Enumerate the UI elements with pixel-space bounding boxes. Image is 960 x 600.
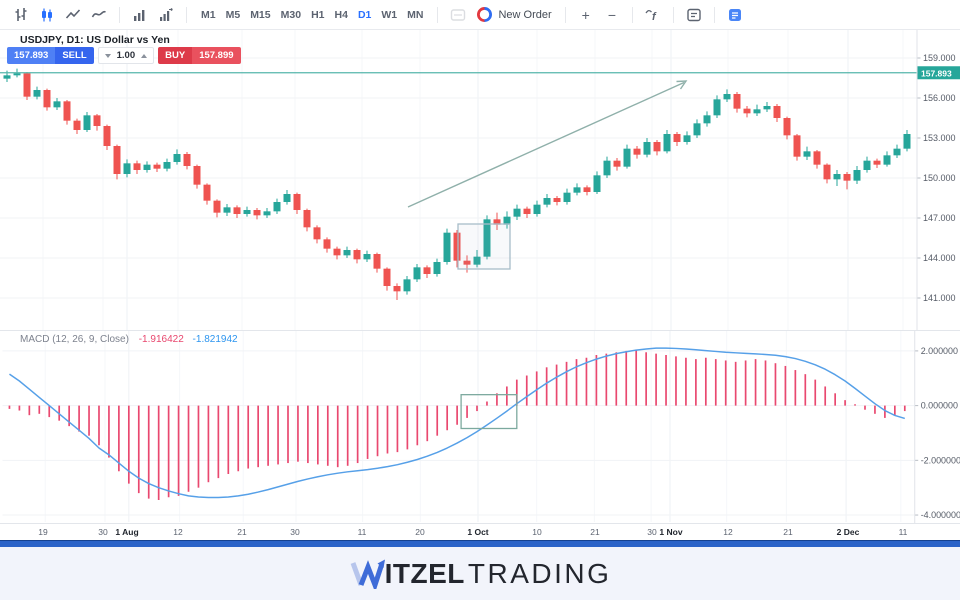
time-axis-label: 21 [783,527,793,537]
time-axis-label: 21 [237,527,247,537]
curve-chart-type-icon[interactable] [88,5,110,25]
macd-main-value: -1.916422 [138,334,184,345]
price-axis-label: 144.000 [923,253,956,263]
buy-sell-circle-icon [477,7,493,22]
timeframe-button-m30[interactable]: M30 [276,6,306,24]
brand-light-text: TRADING [467,557,612,589]
brand-bold-text: ITZEL [384,557,465,589]
chevron-down-icon[interactable] [104,53,111,58]
new-order-button[interactable]: New Order [473,5,555,24]
macd-histogram [8,349,906,500]
new-order-label: New Order [498,8,552,21]
bar-chart-type-icon[interactable] [10,5,32,25]
zoom-out-button[interactable]: − [601,5,623,25]
macd-axis-label: 2.000000 [921,346,958,356]
price-chart-canvas[interactable]: 159.000 156.000 153.000 150.000 147.000 144.0… [0,30,960,330]
news-icon[interactable] [724,5,746,25]
macd-signal-line [9,347,906,499]
time-axis-label: 11 [898,527,908,537]
toolbar-separator [632,6,634,23]
time-axis-label: 1 Aug [115,527,139,537]
price-axis-label: 141.000 [923,293,956,303]
macd-axis-label: 0.000000 [921,401,958,411]
time-axis-label: 30 [290,527,300,537]
price-axis-label: 159.000 [923,53,956,63]
price-axis-label: 150.000 [923,173,956,183]
timeframe-button-w1[interactable]: W1 [376,6,402,24]
macd-axis-label: -2.000000 [921,455,960,465]
time-axis-label: 2 Dec [836,527,860,537]
timeframe-button-mn[interactable]: MN [402,6,428,24]
time-axis-label: 1 Nov [659,527,683,537]
svg-text:157.893: 157.893 [921,68,952,78]
macd-signal-value: -1.821942 [192,334,238,345]
toolbar-separator [564,6,566,23]
indicators-icon[interactable]: f [642,5,664,25]
time-axis-label: 20 [415,527,425,537]
timeframe-button-m15[interactable]: M15 [245,6,275,24]
svg-text:f: f [652,11,657,23]
time-axis-label: 19 [38,527,48,537]
time-axis-label: 1 Oct [467,527,489,537]
zoom-in-button[interactable]: + [575,5,597,25]
macd-label: MACD (12, 26, 9, Close) [20,334,129,345]
economic-calendar-icon[interactable] [683,5,705,25]
time-axis-label: 10 [532,527,542,537]
line-chart-type-icon[interactable] [62,5,84,25]
price-axis-label: 147.000 [923,213,956,223]
toolbar: M1 M5 M15 M30 H1 H4 D1 W1 MN New Order + − f [0,0,960,30]
macd-chart-canvas[interactable]: 2.000000 0.000000 -2.000000 -4.000000 [0,330,960,523]
timeframe-button-d1[interactable]: D1 [353,6,376,24]
footer: ITZEL TRADING [0,547,960,600]
footer-accent-bar [0,540,960,547]
time-axis-label: 12 [173,527,183,537]
time-axis-label: 30 [98,527,108,537]
macd-indicator-header: MACD (12, 26, 9, Close) -1.916422 -1.821… [20,334,238,345]
toolbar-separator [437,6,439,23]
timeframe-button-h1[interactable]: H1 [306,6,329,24]
symbol-title: USDJPY, D1: US Dollar vs Yen [20,34,170,46]
volume-stepper: 1.00 [97,47,155,64]
volume-profile-icon[interactable] [155,5,177,25]
buy-button[interactable]: BUY [158,47,193,64]
price-axis-label: 153.000 [923,133,956,143]
time-axis-label: 21 [590,527,600,537]
price-axis-label: 156.000 [923,93,956,103]
chart-window-icon[interactable] [447,5,469,25]
sell-price[interactable]: 157.893 [7,47,56,64]
one-click-trading-widget: 157.893 SELL 1.00 BUY 157.899 [7,47,241,64]
current-price-tag: 157.893 [917,66,960,80]
volume-icon[interactable] [129,5,151,25]
toolbar-separator [186,6,187,23]
toolbar-separator [714,6,716,23]
timeframe-button-m1[interactable]: M1 [196,6,221,24]
time-axis-label: 11 [357,527,367,537]
macd-box-annotation [460,394,518,430]
toolbar-separator [673,6,675,23]
toolbar-separator [119,6,120,23]
witzel-trading-logo: ITZEL TRADING [349,558,612,590]
volume-value[interactable]: 1.00 [116,50,136,61]
logo-w-arrow-icon [350,559,385,589]
chevron-up-icon[interactable] [141,53,148,58]
timeframe-button-h4[interactable]: H4 [330,6,353,24]
macd-axis-label: -4.000000 [921,510,960,520]
timeframe-button-m5[interactable]: M5 [221,6,246,24]
timeframe-group: M1 M5 M15 M30 H1 H4 D1 W1 MN [196,6,428,24]
candles [3,68,911,300]
candlestick-chart-type-icon[interactable] [36,5,58,25]
buy-price[interactable]: 157.899 [192,47,241,64]
time-axis[interactable]: 19 30 1 Aug 12 21 30 11 20 1 Oct 10 21 30 1 Nov 12 21 2… [0,523,960,540]
time-axis-label: 12 [723,527,733,537]
price-box-annotation [457,223,511,270]
sell-button[interactable]: SELL [55,47,94,64]
time-axis-label: 30 [647,527,657,537]
